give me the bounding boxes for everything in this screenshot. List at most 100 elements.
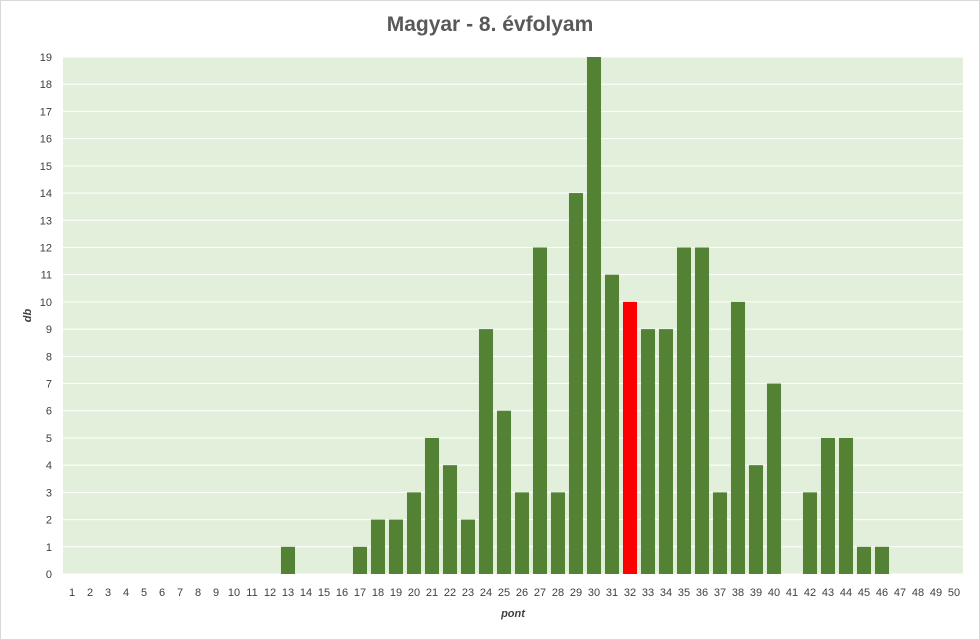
bar <box>658 329 674 574</box>
y-tick-label: 16 <box>40 134 52 146</box>
y-tick-label: 6 <box>46 406 52 418</box>
x-tick-label: 32 <box>624 587 636 599</box>
x-tick-label: 19 <box>390 587 402 599</box>
bar <box>352 546 368 574</box>
x-tick-label: 45 <box>858 587 870 599</box>
y-tick-label: 5 <box>46 433 52 445</box>
x-tick-label: 22 <box>444 587 456 599</box>
x-tick-label: 34 <box>660 587 672 599</box>
bar <box>406 492 422 574</box>
bar <box>496 410 512 574</box>
x-tick-label: 47 <box>894 587 906 599</box>
x-tick-label: 44 <box>840 587 852 599</box>
bar <box>640 329 656 574</box>
bar <box>370 519 386 574</box>
x-tick-label: 5 <box>141 587 147 599</box>
x-tick-label: 38 <box>732 587 744 599</box>
bar <box>442 465 458 574</box>
bar <box>802 492 818 574</box>
x-tick-label: 12 <box>264 587 276 599</box>
x-tick-label: 26 <box>516 587 528 599</box>
y-tick-label: 18 <box>40 79 52 91</box>
x-tick-label: 13 <box>282 587 294 599</box>
x-tick-label: 1 <box>69 587 75 599</box>
bar <box>604 274 620 574</box>
x-tick-label: 7 <box>177 587 183 599</box>
x-tick-label: 48 <box>912 587 924 599</box>
gridlines <box>63 56 963 575</box>
x-tick-label: 40 <box>768 587 780 599</box>
x-tick-label: 17 <box>354 587 366 599</box>
x-tick-label: 39 <box>750 587 762 599</box>
x-axis-ticks: 1 2 3 4 5 6 7 8 9 10 11 12 13 14 15 16 17 18 19 20 21 22 23 24 2… <box>69 587 960 599</box>
bar <box>424 437 440 574</box>
bar <box>388 519 404 574</box>
x-tick-label: 35 <box>678 587 690 599</box>
bar <box>874 546 890 574</box>
bar <box>712 492 728 574</box>
x-tick-label: 24 <box>480 587 492 599</box>
x-tick-label: 46 <box>876 587 888 599</box>
x-tick-label: 4 <box>123 587 129 599</box>
y-tick-label: 19 <box>40 52 52 64</box>
y-tick-label: 14 <box>40 188 52 200</box>
x-tick-label: 2 <box>87 587 93 599</box>
bar <box>838 437 854 574</box>
x-tick-label: 31 <box>606 587 618 599</box>
bar <box>478 329 494 574</box>
x-tick-label: 9 <box>213 587 219 599</box>
y-tick-label: 7 <box>46 379 52 391</box>
y-tick-label: 3 <box>46 487 52 499</box>
x-tick-label: 49 <box>930 587 942 599</box>
x-tick-label: 33 <box>642 587 654 599</box>
x-tick-label: 6 <box>159 587 165 599</box>
bar <box>586 57 602 574</box>
y-tick-label: 8 <box>46 351 52 363</box>
bar <box>694 247 710 574</box>
bar <box>748 465 764 574</box>
x-tick-label: 41 <box>786 587 798 599</box>
y-tick-label: 0 <box>46 569 52 581</box>
x-tick-label: 43 <box>822 587 834 599</box>
bar-highlighted <box>622 301 638 574</box>
x-tick-label: 37 <box>714 587 726 599</box>
bar <box>856 546 872 574</box>
y-tick-label: 17 <box>40 106 52 118</box>
x-axis-label: pont <box>500 608 526 620</box>
x-tick-label: 3 <box>105 587 111 599</box>
x-tick-label: 36 <box>696 587 708 599</box>
bar <box>820 437 836 574</box>
y-axis-label: db <box>22 309 34 323</box>
x-tick-label: 21 <box>426 587 438 599</box>
y-tick-label: 15 <box>40 161 52 173</box>
bar <box>280 546 296 574</box>
x-tick-label: 29 <box>570 587 582 599</box>
x-tick-label: 14 <box>300 587 312 599</box>
bar <box>568 193 584 575</box>
bar <box>460 519 476 574</box>
bar <box>514 492 530 574</box>
y-tick-label: 1 <box>46 542 52 554</box>
x-tick-label: 16 <box>336 587 348 599</box>
y-tick-label: 2 <box>46 515 52 527</box>
x-tick-label: 18 <box>372 587 384 599</box>
bars <box>280 57 890 575</box>
bar <box>730 301 746 574</box>
x-tick-label: 27 <box>534 587 546 599</box>
y-tick-label: 12 <box>40 242 52 254</box>
x-tick-label: 30 <box>588 587 600 599</box>
x-tick-label: 11 <box>246 587 257 599</box>
y-tick-label: 10 <box>40 297 52 309</box>
x-tick-label: 20 <box>408 587 420 599</box>
bar <box>532 247 548 574</box>
x-tick-label: 50 <box>948 587 960 599</box>
x-tick-label: 23 <box>462 587 474 599</box>
x-tick-label: 8 <box>195 587 201 599</box>
bar <box>766 383 782 574</box>
x-tick-label: 42 <box>804 587 816 599</box>
chart-title: Magyar - 8. évfolyam <box>386 13 594 36</box>
x-tick-label: 25 <box>498 587 510 599</box>
